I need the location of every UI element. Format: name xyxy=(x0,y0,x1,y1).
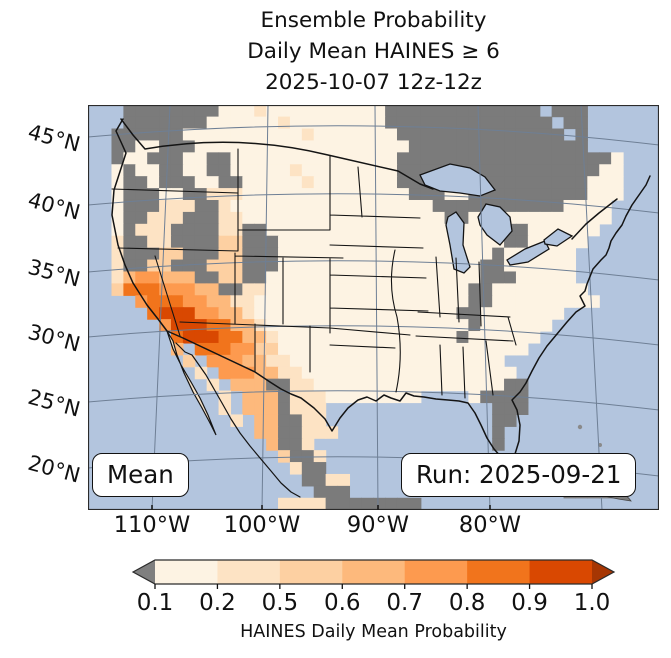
map-frame xyxy=(87,104,660,511)
colorbar-ticks: 0.1 0.2 0.5 0.6 0.7 0.8 0.9 1.0 xyxy=(137,584,611,616)
colorbar-tick-label: 0.8 xyxy=(449,590,486,616)
latitude-tick-label: 40°N xyxy=(25,187,83,225)
colorbar-over-arrow xyxy=(592,560,614,584)
colorbar-segments xyxy=(155,560,593,584)
latitude-tick-label: 35°N xyxy=(25,254,83,292)
latitude-tick-label: 20°N xyxy=(25,450,83,488)
run-date-annotation-box: Run: 2025-09-21 xyxy=(401,453,637,497)
colorbar-tick-label: 0.1 xyxy=(137,590,174,616)
baja-peninsula xyxy=(166,330,217,436)
map-area xyxy=(87,104,660,511)
great-lakes xyxy=(419,163,574,274)
colorbar-tick-label: 1.0 xyxy=(574,590,611,616)
title-line-1: Ensemble Probability xyxy=(260,8,487,33)
latitude-tick-label: 30°N xyxy=(25,319,83,357)
colorbar-tick-label: 0.7 xyxy=(386,590,423,616)
colorbar-tick-label: 0.9 xyxy=(511,590,548,616)
colorbar: 0.1 0.2 0.5 0.6 0.7 0.8 0.9 1.0 xyxy=(131,559,616,616)
title-line-2: Daily Mean HAINES ≥ 6 xyxy=(247,39,500,64)
figure-title: Ensemble Probability Daily Mean HAINES ≥… xyxy=(88,5,659,98)
colorbar-tick-label: 0.5 xyxy=(262,590,299,616)
latitude-tick-label: 25°N xyxy=(25,384,83,422)
bahamas-speck xyxy=(577,424,583,430)
longitude-tick-label: 100°W xyxy=(223,512,301,538)
bottom-axis-ticks xyxy=(151,505,491,510)
latitude-tick-label: 45°N xyxy=(25,119,83,157)
colorbar-under-arrow xyxy=(133,560,155,584)
mean-annotation-box: Mean xyxy=(92,453,189,497)
longitude-tick-label: 110°W xyxy=(113,512,191,538)
colorbar-tick-label: 0.2 xyxy=(199,590,236,616)
colorbar-tick-label: 0.6 xyxy=(324,590,361,616)
longitude-tick-label: 80°W xyxy=(458,512,522,538)
longitude-tick-label: 90°W xyxy=(346,512,410,538)
colorbar-axis-label: HAINES Daily Mean Probability xyxy=(240,622,507,642)
map-canvas xyxy=(87,104,660,511)
title-line-3: 2025-10-07 12z-12z xyxy=(265,70,482,95)
coastline-and-borders xyxy=(111,118,651,498)
